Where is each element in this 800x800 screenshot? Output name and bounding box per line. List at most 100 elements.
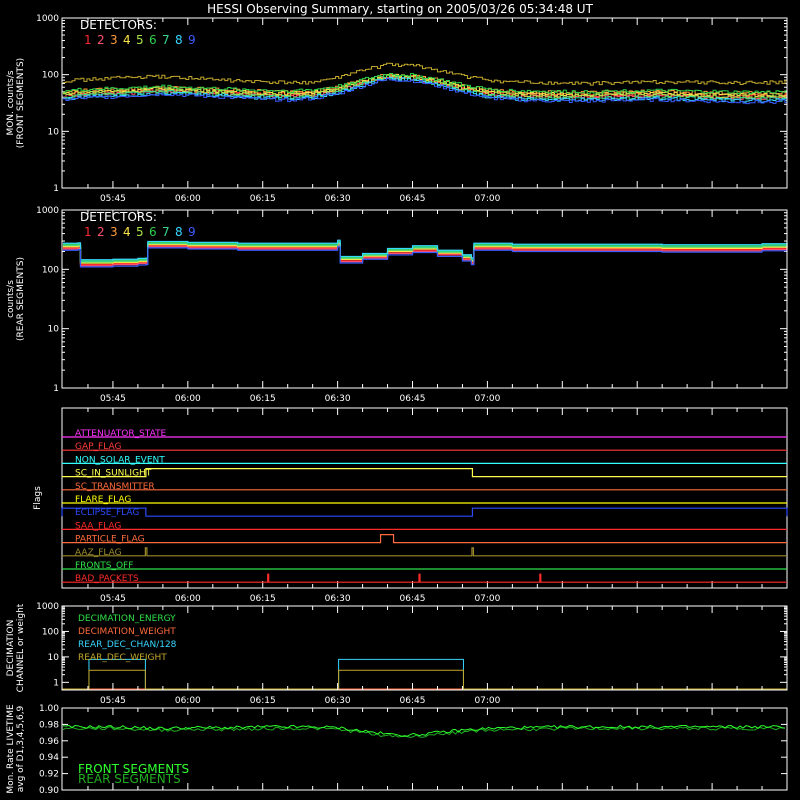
decimation-panel-ytick-label: 1: [53, 678, 59, 688]
decimation-series-rear-dec-weight: [62, 669, 787, 690]
rear-legend-digit: 8: [175, 225, 183, 239]
livetime-ytick-label: 0.92: [39, 770, 59, 780]
front-panel-xtick-label: 05:45: [100, 194, 126, 204]
front-series-6-line: [62, 73, 787, 95]
decimation-panel-ytick-label: 100: [42, 627, 59, 637]
decimation-panel-frame: [61, 605, 788, 691]
rear-panel-ytick-label: 100: [42, 265, 59, 275]
rear-panel-ylabel2: (REAR SEGMENTS): [16, 257, 26, 341]
decimation-panel-ytick-label: 10: [48, 653, 60, 663]
flags-panel-xtick-label: 06:30: [325, 594, 351, 604]
front-panel-xtick-label: 06:00: [175, 194, 201, 204]
decimation-panel-ylabel: DECIMATION: [6, 620, 16, 677]
front-legend-digit: 6: [149, 33, 157, 47]
flags-panel-frame: [61, 407, 788, 589]
rear-legend-title: DETECTORS:: [80, 210, 157, 224]
flag-trace-bad_packets: [62, 573, 787, 583]
flag-label-aaz_flag: AAZ_FLAG: [75, 548, 122, 558]
front-panel-ylabel: MON. counts/s: [6, 70, 16, 135]
decimation-legend-decimation-energy: DECIMATION_ENERGY: [78, 614, 176, 624]
rear-legend-digit: 2: [97, 225, 105, 239]
front-panel-xtick-label: 06:45: [400, 194, 426, 204]
front-panel-ylabel2: (FRONT SEGMENTS): [16, 58, 26, 148]
flags-panel-xtick-label: 06:15: [250, 594, 276, 604]
front-legend-digit: 8: [175, 33, 183, 47]
decimation-legend-rear-dec-chan-128: REAR_DEC_CHAN/128: [78, 640, 177, 650]
flag-label-sc_in_sunlight: SC_IN_SUNLIGHT: [75, 469, 152, 479]
rear-legend-digit: 6: [149, 225, 157, 239]
front-panel-xtick-label: 06:30: [325, 194, 351, 204]
livetime-legend-rear-segments: REAR SEGMENTS: [78, 772, 181, 786]
livetime-ytick-label: 0.96: [39, 737, 59, 747]
decimation-legend-rear-dec-weight: REAR_DEC_WEIGHT: [78, 653, 167, 663]
rear-panel-ytick-label: 1: [53, 384, 59, 394]
flag-label-gap_flag: GAP_FLAG: [75, 442, 121, 452]
rear-legend-digit: 7: [162, 225, 170, 239]
front-panel-ytick-label: 1000: [36, 14, 59, 24]
flag-label-eclipse_flag: ECLIPSE_FLAG: [75, 508, 139, 518]
rear-panel-xtick-label: 06:45: [400, 394, 426, 404]
flag-trace-particle_flag: [62, 534, 787, 544]
flag-trace-eclipse_flag: [61, 507, 788, 517]
figure-title: HESSI Observing Summary, starting on 200…: [207, 2, 593, 16]
front-panel-frame: [61, 17, 788, 189]
decimation-panel-xtick-label: 06:30: [325, 696, 351, 706]
front-legend-digit: 4: [123, 33, 131, 47]
front-series-total-line: [62, 62, 787, 86]
rear-panel-xtick-label: 06:00: [175, 394, 201, 404]
flags-panel-xtick-label: 07:00: [474, 594, 500, 604]
rear-panel-xtick-label: 07:00: [474, 394, 500, 404]
rear-panel-ylabel: counts/s: [6, 280, 16, 318]
flags-panel-xtick-label: 06:45: [400, 594, 426, 604]
front-panel-ytick-label: 100: [42, 71, 59, 81]
flag-label-bad_packets: BAD_PACKETS: [75, 574, 139, 584]
front-legend-digit: 2: [97, 33, 105, 47]
decimation-panel-xtick-label: 06:15: [250, 696, 276, 706]
rear-panel-xtick-label: 06:15: [250, 394, 276, 404]
flags-panel-xtick-label: 05:45: [100, 594, 126, 604]
flag-label-saa_flag: SAA_FLAG: [75, 521, 121, 531]
rear-legend-digit: 5: [136, 225, 144, 239]
flags-panel-xtick-label: 06:00: [175, 594, 201, 604]
flag-label-flare_flag: FLARE_FLAG: [75, 495, 131, 505]
rear-panel-frame: [61, 209, 788, 389]
livetime-panel-ylabel: Mon. Rate LIVETIME: [6, 704, 16, 794]
flag-trace-aaz_flag: [62, 547, 787, 557]
front-legend-digit: 1: [84, 33, 92, 47]
front-panel-xtick-label: 07:00: [474, 194, 500, 204]
decimation-panel-ytick-label: 1000: [36, 602, 59, 612]
livetime-legend-front-segments: FRONT SEGMENTS: [78, 762, 189, 776]
front-panel-ytick-label: 1: [53, 184, 59, 194]
flag-label-fronts_off: FRONTS_OFF: [75, 561, 133, 571]
decimation-panel-xtick-label: 06:45: [400, 696, 426, 706]
livetime-series-front-segments: [62, 724, 786, 737]
livetime-ytick-label: 0.98: [39, 720, 59, 730]
front-panel-xtick-label: 06:15: [250, 194, 276, 204]
decimation-panel-xtick-label: 07:00: [474, 696, 500, 706]
livetime-ytick-label: 0.94: [39, 753, 59, 763]
rear-series-8-line: [62, 239, 788, 261]
rear-panel-xtick-label: 06:30: [325, 394, 351, 404]
decimation-panel-ylabel2: CHANNEL or weight: [16, 603, 26, 692]
front-panel-ytick-label: 10: [48, 127, 60, 137]
front-legend-digit: 5: [136, 33, 144, 47]
flag-label-particle_flag: PARTICLE_FLAG: [75, 535, 145, 545]
rear-legend-digit: 9: [188, 225, 196, 239]
front-legend-title: DETECTORS:: [80, 18, 157, 32]
livetime-panel-ylabel2: avg of D1,3,4,5,6,9: [16, 705, 26, 792]
livetime-ytick-label: 1.00: [39, 704, 59, 714]
front-legend-digit: 9: [188, 33, 196, 47]
rear-legend-digit: 1: [84, 225, 92, 239]
flag-label-non_solar_event: NON_SOLAR_EVENT: [75, 455, 165, 465]
decimation-panel-xtick-label: 05:45: [100, 696, 126, 706]
rear-legend-digit: 4: [123, 225, 131, 239]
front-series-8-line: [62, 76, 787, 103]
front-series-9-line: [62, 78, 787, 105]
flags-panel-ylabel: Flags: [33, 486, 43, 510]
flag-label-attenuator_state: ATTENUATOR_STATE: [75, 429, 167, 439]
livetime-panel-frame: [61, 707, 788, 791]
rear-panel-ytick-label: 10: [48, 325, 60, 335]
panels-group: 1 10 100 1000 MON. counts/s (FRONT SEGMENTS) 0…: [6, 14, 788, 796]
decimation-legend-decimation-weight: DECIMATION_WEIGHT: [78, 627, 176, 637]
